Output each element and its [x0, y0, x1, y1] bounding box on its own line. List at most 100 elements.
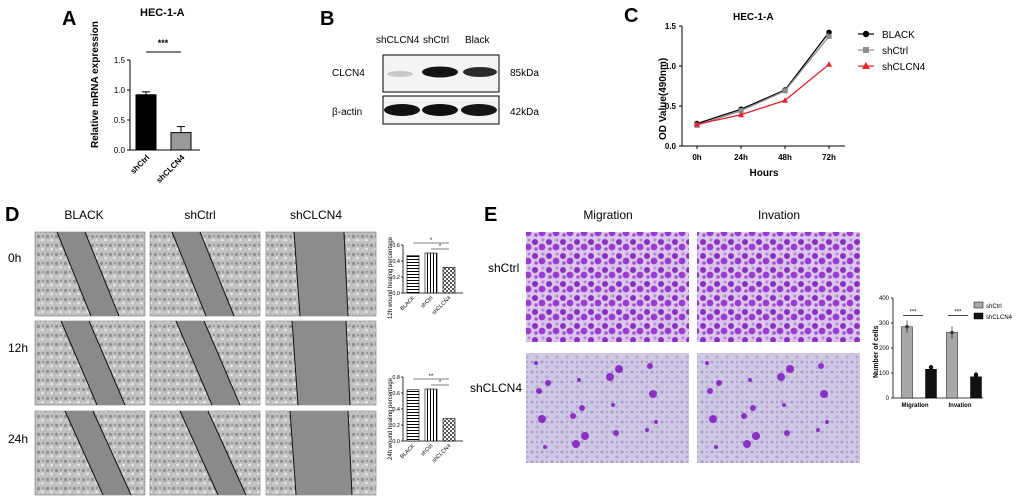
wound-edge — [56, 231, 92, 317]
transwell-image — [697, 353, 860, 463]
data-dot — [928, 365, 934, 370]
panel-d-col-shclcn4: shCLCN4 — [290, 208, 342, 222]
stained-cell — [748, 378, 752, 382]
wound-edge — [345, 320, 351, 406]
stained-cell — [613, 430, 619, 436]
y-tick-label: 0.4 — [392, 407, 400, 413]
data-dot — [905, 324, 909, 329]
sig-label: *** — [158, 38, 169, 48]
stained-cell — [743, 440, 751, 448]
y-tick-label: 0.4 — [392, 259, 400, 265]
chart-e-ylabel: Number of cells — [873, 325, 880, 378]
y-tick-label: 1.0 — [114, 86, 126, 95]
stained-cell — [545, 380, 551, 386]
y-tick-label: 0.2 — [392, 423, 400, 429]
panel-d-col-black: BLACK — [64, 208, 103, 222]
stained-cell — [752, 432, 760, 440]
blot-label-beta-actin: β-actin — [332, 107, 362, 118]
stained-cell — [606, 373, 614, 381]
bar-shCtrl — [424, 388, 438, 442]
panel-d: D BLACK shCtrl shCLCN4 0h 12h 24h 0.0 0.2… — [5, 204, 463, 496]
stained-cell — [538, 415, 546, 423]
bar-shCtrl — [135, 94, 157, 151]
panel-e-letter: E — [484, 204, 497, 226]
chart-a: 0.0 0.5 1.0 1.5 shCtrl shCLCN4 *** — [114, 38, 200, 185]
wound-edge — [293, 231, 301, 317]
wound-image-grid — [34, 231, 377, 496]
stained-cell — [536, 388, 542, 394]
panel-a-letter: A — [62, 8, 76, 30]
chart-e: 0 100 200 300 400 *** Migration *** Invation shCt… — [879, 296, 1013, 409]
wound-edge — [60, 320, 98, 406]
y-tick-label: 0.0 — [665, 142, 677, 151]
panel-e-row-shclcn4: shCLCN4 — [470, 381, 522, 395]
transwell-image — [526, 232, 689, 342]
legend-shclcn4: shCLCN4 — [882, 62, 926, 73]
stained-cell — [750, 405, 756, 411]
wound-gap — [176, 321, 240, 405]
panel-b-letter: B — [320, 8, 334, 30]
y-tick-label: 0.0 — [114, 146, 126, 155]
stained-cell — [786, 365, 794, 373]
point-shCLCN4 — [694, 121, 700, 127]
stained-cell — [654, 420, 658, 424]
stained-cell — [611, 403, 615, 407]
panel-d-letter: D — [5, 204, 19, 226]
data-dot — [973, 372, 979, 377]
panel-d-row-12h: 12h — [8, 341, 28, 355]
stained-cell — [707, 388, 713, 394]
panel-a: A HEC-1-A Relative mRNA expression 0.00.… — [62, 7, 200, 185]
point-shCtrl — [782, 88, 788, 94]
x-tick-label: 72h — [822, 153, 836, 162]
series-line-shCtrl — [696, 35, 830, 126]
point-shCLCN4 — [738, 111, 744, 118]
stained-cell — [645, 428, 649, 432]
wound-edge — [175, 320, 213, 406]
point-shCtrl — [738, 108, 744, 114]
x-tick-label: 0h — [692, 153, 701, 162]
x-tick-label: shCLCN4 — [431, 443, 452, 464]
stained-cell — [615, 365, 623, 373]
panel-b: B shCLCN4 shCtrl Black CLCN4 β-actin 85k… — [320, 8, 539, 125]
sig-label: * — [439, 380, 442, 386]
stained-cell — [820, 390, 828, 398]
stained-cell — [816, 428, 820, 432]
stained-cell — [784, 430, 790, 436]
stained-cell — [818, 363, 824, 369]
wound-gap — [294, 232, 348, 316]
wound-edge — [347, 410, 353, 496]
wound-gap — [180, 411, 246, 495]
x-tick-label: shCtrl — [420, 295, 434, 309]
y-tick-label: 0.0 — [392, 439, 400, 445]
y-tick-label: 0.5 — [665, 102, 677, 111]
panel-d-col-shctrl: shCtrl — [184, 208, 215, 222]
bar-shCLCN4 — [170, 132, 192, 151]
x-tick-label: Migration — [902, 403, 929, 409]
panel-c-title: HEC-1-A — [733, 12, 774, 23]
stained-cell — [577, 378, 581, 382]
sig-label: * — [439, 244, 442, 250]
wound-gap — [292, 321, 350, 405]
chart-c: 0.0 0.5 1.0 1.5 0h 24h 48h 72h — [665, 22, 845, 162]
panel-e-col-migration: Migration — [583, 208, 632, 222]
bar-shCLCN4-Migration — [925, 369, 937, 399]
series-line-shCLCN4 — [696, 63, 830, 126]
x-tick-label: Invation — [948, 403, 971, 409]
y-tick-label: 200 — [879, 346, 890, 352]
y-tick-label: 300 — [879, 321, 890, 327]
y-tick-label: 1.5 — [114, 56, 126, 65]
panel-a-title: HEC-1-A — [140, 7, 185, 19]
stained-cell — [534, 361, 538, 365]
bar-shCtrl — [424, 252, 438, 294]
wound-edge — [291, 320, 299, 406]
wound-gap — [290, 411, 352, 495]
stained-cell — [581, 432, 589, 440]
legend-black: BLACK — [882, 30, 915, 41]
sig-label: *** — [954, 310, 962, 316]
blot-clcn4 — [382, 54, 500, 93]
y-tick-label: 400 — [879, 296, 890, 302]
lane-label-shctrl: shCtrl — [423, 35, 449, 46]
panel-e: E Migration Invation shCtrl shCLCN4 0 100… — [470, 204, 1013, 463]
